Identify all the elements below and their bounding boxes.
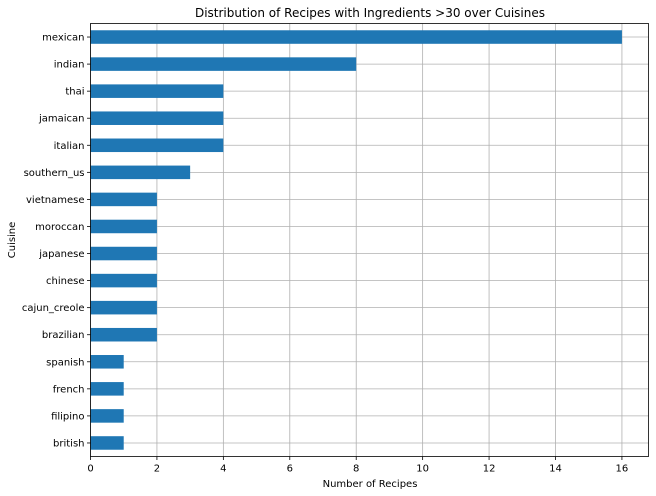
bar-cajun_creole [90, 300, 157, 315]
x-tick-label: 10 [416, 464, 429, 475]
x-tick-label: 12 [483, 464, 496, 475]
y-tick-label: indian [54, 60, 85, 71]
bar-vietnamese [90, 192, 157, 207]
x-axis: 0 2 4 6 8 10 12 14 16 [87, 456, 629, 475]
bar-italian [90, 138, 224, 153]
bar-indian [90, 57, 357, 71]
bar-southern_us [90, 165, 191, 180]
y-tick-label: cajun_creole [22, 303, 85, 314]
x-tick-label: 6 [287, 464, 293, 475]
x-tick-label: 14 [549, 464, 562, 475]
x-tick-label: 4 [220, 464, 226, 475]
bar-mexican [90, 30, 622, 44]
chart-title: Distribution of Recipes with Ingredients… [195, 6, 545, 20]
bar-filipino [90, 409, 124, 423]
y-tick-label: brazilian [42, 330, 85, 341]
plot-frame [90, 23, 649, 457]
bar-brazilian [90, 327, 157, 342]
y-tick-label: vietnamese [26, 195, 85, 206]
bars [90, 30, 622, 450]
y-tick-label: mexican [42, 33, 84, 44]
x-tick-label: 0 [87, 464, 93, 475]
y-tick-label: filipino [51, 411, 84, 422]
y-tick-label: jamaican [38, 114, 85, 125]
bar-thai [90, 84, 224, 98]
x-tick-label: 8 [353, 464, 359, 475]
y-tick-label: spanish [46, 357, 84, 368]
bar-japanese [90, 246, 157, 261]
bar-chinese [90, 273, 157, 288]
y-tick-label: japanese [38, 249, 84, 260]
y-tick-label: italian [54, 141, 85, 152]
x-axis-label: Number of Recipes [323, 479, 418, 490]
y-tick-label: moroccan [35, 222, 84, 233]
bar-jamaican [90, 111, 224, 125]
y-tick-label: french [53, 384, 85, 395]
y-tick-label: southern_us [24, 168, 85, 179]
y-tick-label: chinese [46, 276, 84, 287]
y-tick-label: british [53, 438, 84, 449]
bar-moroccan [90, 219, 157, 234]
bar-spanish [90, 355, 124, 369]
y-tick-label: thai [65, 87, 84, 98]
y-axis: mexican indian thai jamaican italian southern… [22, 33, 91, 449]
y-axis-label: Cuisine [7, 222, 18, 259]
bar-french [90, 382, 124, 396]
bar-british [90, 436, 124, 450]
x-tick-label: 2 [154, 464, 160, 475]
x-tick-label: 16 [616, 464, 629, 475]
